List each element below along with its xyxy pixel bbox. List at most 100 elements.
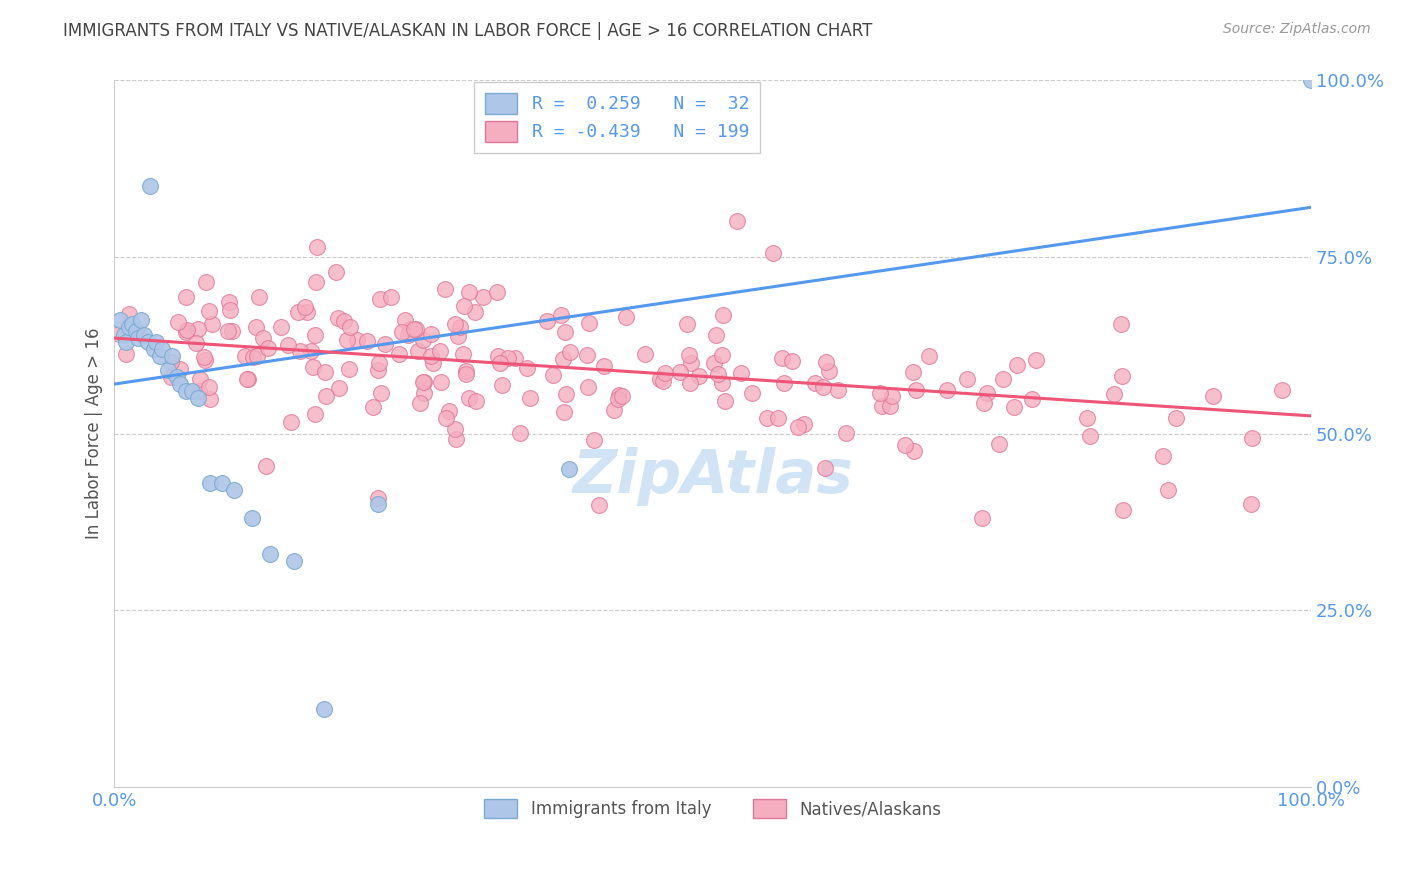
Point: [404, 322, 426, 336]
Point: [578, 316, 600, 330]
Point: [374, 337, 396, 351]
Point: [184, 336, 207, 351]
Point: [108, 327, 131, 342]
Point: [367, 363, 389, 377]
Point: [1202, 389, 1225, 403]
Point: [761, 246, 783, 260]
Point: [409, 396, 432, 410]
Point: [356, 334, 378, 349]
Point: [553, 405, 575, 419]
Point: [766, 411, 789, 425]
Point: [115, 334, 138, 349]
Point: [904, 383, 927, 397]
Point: [614, 310, 637, 325]
Point: [453, 299, 475, 313]
Point: [328, 381, 350, 395]
Point: [434, 281, 457, 295]
Point: [302, 360, 325, 375]
Point: [412, 376, 434, 390]
Point: [121, 317, 143, 331]
Point: [254, 458, 277, 473]
Point: [294, 301, 316, 315]
Point: [115, 347, 138, 361]
Point: [464, 394, 486, 409]
Point: [1078, 429, 1101, 443]
Point: [169, 377, 191, 392]
Point: [252, 331, 274, 345]
Point: [166, 370, 188, 384]
Point: [118, 307, 141, 321]
Point: [901, 365, 924, 379]
Point: [1152, 449, 1174, 463]
Point: [689, 368, 711, 383]
Point: [787, 419, 810, 434]
Point: [711, 308, 734, 322]
Point: [287, 305, 309, 319]
Point: [575, 347, 598, 361]
Point: [420, 349, 443, 363]
Text: IMMIGRANTS FROM ITALY VS NATIVE/ALASKAN IN LABOR FORCE | AGE > 16 CORRELATION CH: IMMIGRANTS FROM ITALY VS NATIVE/ALASKAN …: [63, 22, 873, 40]
Point: [150, 342, 173, 356]
Point: [194, 353, 217, 368]
Point: [496, 351, 519, 365]
Point: [879, 399, 901, 413]
Point: [236, 372, 259, 386]
Point: [1005, 358, 1028, 372]
Point: [516, 360, 538, 375]
Point: [704, 327, 727, 342]
Point: [221, 324, 243, 338]
Point: [755, 411, 778, 425]
Point: [339, 320, 361, 334]
Point: [367, 497, 389, 511]
Point: [314, 365, 336, 379]
Point: [429, 343, 451, 358]
Point: [676, 317, 699, 331]
Point: [412, 376, 434, 390]
Point: [458, 285, 481, 299]
Point: [1111, 368, 1133, 383]
Point: [174, 326, 197, 340]
Point: [419, 326, 441, 341]
Point: [325, 265, 347, 279]
Point: [211, 476, 233, 491]
Point: [1112, 503, 1135, 517]
Point: [706, 367, 728, 381]
Point: [299, 344, 322, 359]
Point: [1109, 317, 1132, 331]
Point: [412, 333, 434, 347]
Point: [198, 304, 221, 318]
Point: [1076, 411, 1098, 425]
Point: [956, 372, 979, 386]
Point: [388, 347, 411, 361]
Point: [127, 331, 149, 345]
Point: [399, 322, 422, 336]
Point: [558, 462, 581, 476]
Point: [503, 351, 526, 365]
Point: [1102, 387, 1125, 401]
Point: [987, 437, 1010, 451]
Point: [336, 333, 359, 347]
Point: [380, 290, 402, 304]
Point: [458, 391, 481, 405]
Point: [793, 417, 815, 432]
Point: [242, 350, 264, 364]
Point: [270, 320, 292, 334]
Point: [970, 511, 993, 525]
Point: [576, 380, 599, 394]
Point: [188, 384, 211, 398]
Point: [454, 367, 477, 381]
Point: [295, 305, 318, 319]
Point: [668, 365, 690, 379]
Point: [145, 334, 167, 349]
Point: [160, 349, 183, 363]
Point: [870, 400, 893, 414]
Point: [434, 411, 457, 425]
Point: [1025, 352, 1047, 367]
Point: [811, 380, 834, 394]
Point: [128, 326, 150, 340]
Point: [451, 347, 474, 361]
Point: [169, 362, 191, 376]
Point: [804, 376, 827, 391]
Y-axis label: In Labor Force | Age > 16: In Labor Force | Age > 16: [86, 328, 103, 540]
Point: [368, 292, 391, 306]
